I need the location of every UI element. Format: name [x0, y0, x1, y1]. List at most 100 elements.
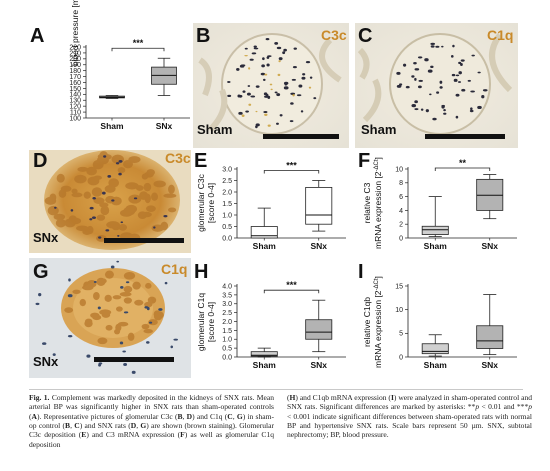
- cell-nucleus: [414, 108, 419, 111]
- y-tick-label: 140: [69, 92, 81, 99]
- cell-nucleus: [42, 342, 47, 345]
- cell-nucleus: [453, 78, 458, 82]
- cell-nucleus: [58, 189, 67, 198]
- cell-nucleus: [163, 193, 177, 198]
- cell-nucleus: [429, 93, 432, 96]
- x-tick-label: SNx: [481, 241, 498, 251]
- y-tick-label: 170: [69, 74, 81, 81]
- cell-nucleus: [118, 159, 123, 163]
- caption-text: ) as well as glomerular C1q deposition: [29, 430, 274, 449]
- y-tick-label: 8: [399, 180, 403, 187]
- y-tick-label: 0.5: [222, 224, 232, 231]
- cell-nucleus: [291, 78, 296, 81]
- panel-letter-E: E: [194, 150, 207, 172]
- cell-nucleus: [265, 38, 270, 41]
- cell-nucleus: [470, 107, 473, 111]
- cell-nucleus: [455, 93, 460, 97]
- y-axis-label: relative C3: [362, 182, 372, 223]
- x-tick-label: SNx: [310, 241, 327, 251]
- cell-nucleus: [141, 173, 149, 180]
- cell-nucleus: [305, 60, 311, 64]
- cell-nucleus: [396, 71, 401, 75]
- cell-nucleus: [274, 91, 278, 94]
- cell-nucleus: [278, 57, 283, 61]
- cell-nucleus: [123, 285, 133, 293]
- y-tick-label: 4.0: [222, 283, 232, 290]
- cell-nucleus: [91, 216, 96, 219]
- micrograph-B: [193, 23, 349, 148]
- y-tick-label: 190: [69, 62, 81, 69]
- cell-nucleus: [127, 332, 135, 341]
- panel-letter-C: C: [358, 25, 372, 47]
- y-axis-label-2: [score 0-4]: [206, 183, 216, 223]
- x-tick-label: SNx: [156, 121, 173, 131]
- cell-nucleus: [93, 291, 100, 301]
- cell-nucleus: [123, 297, 132, 304]
- cell-nucleus: [227, 94, 232, 98]
- cell-nucleus: [116, 260, 120, 263]
- cell-nucleus: [460, 59, 465, 62]
- cell-nucleus: [244, 54, 248, 57]
- cell-nucleus: [71, 188, 78, 194]
- label-C3c-B: C3c: [321, 27, 347, 43]
- cell-nucleus: [414, 77, 417, 81]
- y-tick-label: 180: [69, 68, 81, 75]
- figure-caption: Fig. 1. Complement was markedly deposite…: [29, 393, 532, 467]
- panel-letter-H: H: [194, 261, 208, 283]
- cell-nucleus: [79, 298, 87, 307]
- cell-nucleus: [283, 86, 289, 90]
- cell-nucleus: [104, 185, 116, 193]
- cell-nucleus: [481, 95, 485, 99]
- box-snx: [305, 186, 333, 225]
- cell-nucleus: [111, 199, 115, 202]
- cell-nucleus: [141, 323, 150, 330]
- cell-nucleus: [313, 97, 317, 100]
- cell-nucleus: [430, 65, 434, 69]
- cell-nucleus: [83, 191, 91, 199]
- chart-H: 0.00.5 1.0 1.5 2.0 2.5 3.0 3.5 4.0 Sham SNx glomer…: [196, 280, 346, 370]
- significance-bracket: [263, 289, 320, 294]
- cell-nucleus: [125, 281, 130, 284]
- cell-nucleus: [154, 311, 164, 319]
- cell-nucleus: [135, 185, 144, 191]
- cell-nucleus: [104, 270, 114, 279]
- cell-nucleus: [151, 224, 164, 232]
- cell-nucleus: [89, 218, 93, 221]
- y-axis-label-bracket: ]: [373, 276, 383, 278]
- y-axis-label-2: [score 0-4]: [206, 302, 216, 342]
- cell-nucleus: [283, 48, 287, 52]
- significance-bracket: [434, 167, 491, 171]
- cell-nucleus: [105, 195, 116, 204]
- cell-nucleus: [102, 191, 106, 195]
- cell-nucleus: [120, 221, 124, 224]
- cell-nucleus: [227, 80, 231, 83]
- caption-italic-p: p: [528, 402, 533, 412]
- cell-nucleus: [455, 115, 459, 119]
- cell-nucleus: [115, 162, 120, 165]
- cell-nucleus: [163, 214, 168, 218]
- y-axis-label-superscript: -ΔCt: [374, 159, 380, 171]
- cell-nucleus: [122, 350, 126, 353]
- cell-nucleus: [92, 197, 96, 200]
- cell-nucleus: [123, 271, 136, 280]
- chart-F: 0 2 4 6 8 10 Sham SNx relative C3 mRNA expression…: [362, 157, 517, 251]
- x-tick-label: Sham: [424, 360, 448, 370]
- y-axis-label: relative C1qb: [362, 297, 372, 347]
- cell-nucleus: [471, 54, 475, 57]
- cell-nucleus: [302, 73, 306, 76]
- cell-nucleus: [278, 60, 281, 63]
- cell-nucleus: [470, 90, 475, 93]
- group-label-B: Sham: [197, 122, 232, 137]
- y-tick-label: 220: [69, 44, 81, 51]
- caption-text: ) and C1q (: [192, 411, 228, 421]
- y-tick-label: 210: [69, 50, 81, 57]
- cell-nucleus: [441, 45, 444, 48]
- cell-nucleus: [105, 229, 110, 232]
- cell-nucleus: [450, 55, 454, 58]
- caption-column-1: Fig. 1. Complement was markedly deposite…: [29, 393, 274, 449]
- y-tick-label: 3.0: [222, 166, 232, 173]
- chart-E: 0.0 0.5 1.0 1.5 2.0 2.5 3.0 Sham SNx glomerular C…: [196, 161, 346, 251]
- cell-nucleus: [261, 64, 265, 68]
- y-axis-label: glomerular C3c: [196, 173, 206, 231]
